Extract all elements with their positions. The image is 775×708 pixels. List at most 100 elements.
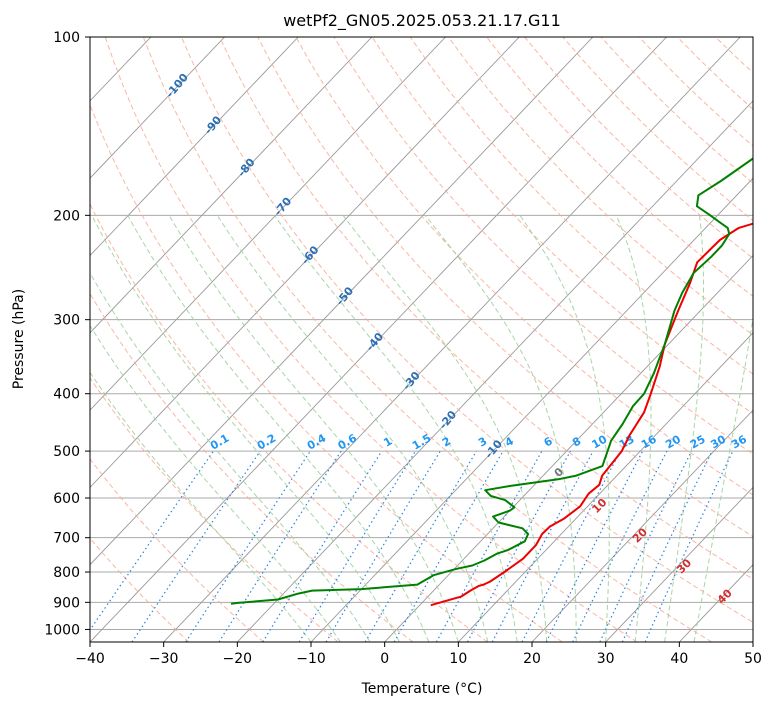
x-tick-label: 10 <box>449 651 467 667</box>
dry-adiabat-line <box>754 37 775 642</box>
mixing-ratio-line <box>644 450 734 642</box>
x-tick-label: −10 <box>296 651 326 667</box>
moist-adiabat-line <box>90 324 341 642</box>
mixing-ratio-line <box>572 450 668 642</box>
mixing-ratio-label: 1 <box>381 435 394 450</box>
mixing-ratio-label: 4 <box>503 434 516 449</box>
moist-adiabat-label: 10 <box>589 496 609 516</box>
dewpoint-profile <box>230 157 753 605</box>
x-tick-label: −40 <box>75 651 105 667</box>
x-tick-label: 40 <box>670 651 688 667</box>
dry-adiabat-line <box>104 37 638 642</box>
dry-adiabat-label: -60 <box>299 243 322 267</box>
x-tick-label: −30 <box>149 651 179 667</box>
y-tick-label: 200 <box>53 208 80 224</box>
mixing-ratio-line <box>325 450 441 642</box>
isotherm-line <box>90 37 446 411</box>
mixing-ratio-line <box>262 450 383 642</box>
moist-adiabat-line <box>90 271 371 642</box>
y-tick-label: 900 <box>53 595 80 611</box>
x-axis-ticks: −40 −30 −20 −10 0 10 20 30 40 50 <box>75 642 762 667</box>
mixing-ratio-line <box>491 450 594 642</box>
isotherm-line <box>0 37 4 642</box>
dry-adiabat-line <box>715 37 753 74</box>
dry-adiabat-line <box>638 37 753 147</box>
mixing-ratio-line <box>621 450 713 642</box>
isotherm-line <box>310 177 753 642</box>
isotherm-line <box>458 332 753 642</box>
dry-adiabat-label: -100 <box>163 71 191 101</box>
dry-adiabat-label: -50 <box>333 284 356 308</box>
dry-adiabat-label: -20 <box>437 408 460 432</box>
isotherm-line <box>531 409 753 642</box>
mixing-ratio-label: 1.5 <box>410 432 433 453</box>
moist-adiabat-line <box>424 214 577 642</box>
mixing-ratio-label: 2 <box>440 435 453 450</box>
mixing-ratio-line <box>131 450 261 642</box>
chart-title: wetPf2_GN05.2025.053.21.17.G11 <box>283 11 561 31</box>
dry-adiabat-line <box>90 202 488 642</box>
mixing-ratio-line <box>218 450 342 642</box>
mixing-ratio-line <box>435 450 543 642</box>
dry-adiabat-line <box>90 537 190 642</box>
moist-adiabat-line <box>90 371 312 642</box>
isotherm-line <box>90 37 299 257</box>
dry-adiabat-line <box>524 37 753 259</box>
dry-adiabat-line <box>90 103 563 642</box>
x-tick-label: −20 <box>223 651 253 667</box>
mixing-ratio-label: 6 <box>542 434 555 449</box>
dry-adiabat-line <box>90 458 264 642</box>
dry-adiabat-line <box>562 37 753 222</box>
moist-adiabat-line <box>91 215 400 642</box>
dry-adiabat-line <box>90 377 339 642</box>
isotherm-line <box>90 37 520 489</box>
sounding-profiles <box>230 157 753 607</box>
mixing-ratio-line <box>364 450 478 642</box>
y-tick-label: 300 <box>53 313 80 329</box>
mixing-ratio-label: 30 <box>708 432 728 451</box>
mixing-ratio-line <box>466 450 572 642</box>
background-lines <box>0 37 775 642</box>
moist-adiabat-line <box>216 215 489 642</box>
moist-adiabat-line <box>664 215 704 642</box>
moist-adiabat-line <box>519 215 610 642</box>
isotherm-line <box>90 37 373 334</box>
x-tick-label: 20 <box>523 651 541 667</box>
dry-adiabat-line <box>409 37 753 375</box>
mixing-ratio-line <box>599 450 693 642</box>
moist-adiabat-line <box>342 214 548 642</box>
dry-adiabat-line <box>486 37 753 297</box>
moist-adiabat-line <box>615 215 652 642</box>
x-tick-label: 50 <box>744 651 762 667</box>
plot-frame <box>89 36 754 643</box>
dry-adiabat-line <box>600 37 753 184</box>
moist-adiabat-line <box>274 215 518 642</box>
dry-adiabat-line <box>371 37 753 415</box>
dry-adiabat-label: -30 <box>400 369 423 393</box>
moist-adiabat-label: 30 <box>674 556 694 576</box>
y-tick-label: 600 <box>53 491 80 507</box>
dry-adiabat-label: -70 <box>272 195 295 219</box>
mixing-ratio-label: 10 <box>590 432 610 451</box>
y-tick-label: 100 <box>53 30 80 46</box>
y-tick-label: 800 <box>53 565 80 581</box>
dry-adiabat-line <box>90 292 414 642</box>
y-tick-label: 400 <box>53 387 80 403</box>
mixing-ratio-line <box>185 450 311 642</box>
moist-adiabat-label: 40 <box>715 586 735 606</box>
dry-adiabat-line <box>257 37 753 538</box>
isotherm-line <box>90 37 225 179</box>
isotherm-line <box>163 37 741 642</box>
moist-adiabat-label: 20 <box>630 525 650 545</box>
dry-adiabat-line <box>219 37 753 580</box>
dry-adiabat-line <box>142 37 712 642</box>
y-tick-label: 1000 <box>44 622 80 638</box>
x-tick-label: 30 <box>597 651 615 667</box>
y-axis-label: Pressure (hPa) <box>11 289 27 389</box>
isotherm-line <box>752 641 753 642</box>
mixing-ratio-label: 0.6 <box>336 431 360 452</box>
mixing-ratio-label: 8 <box>570 435 583 450</box>
y-axis-ticks: 100 200 300 400 500 600 700 800 900 1000 <box>44 30 90 638</box>
